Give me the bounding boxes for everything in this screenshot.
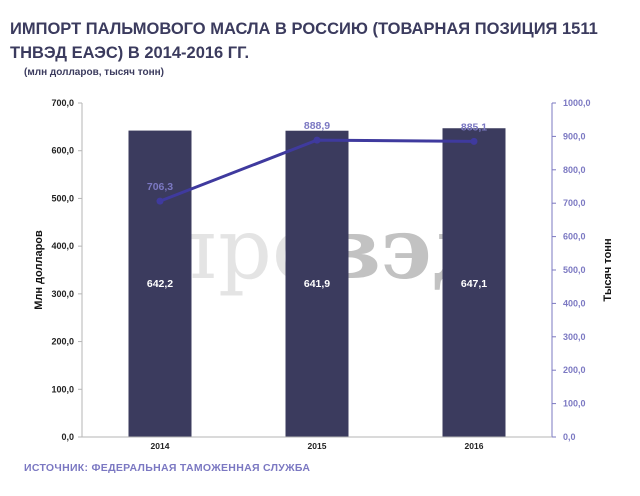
y-left-tick-label: 400,0: [51, 241, 74, 251]
y-axis-title-left: Млн долларов: [33, 230, 45, 310]
bar-value-label: 641,9: [304, 278, 330, 290]
line-point: [470, 137, 478, 145]
y-right-tick-label: 600,0: [563, 232, 586, 242]
y-right-tick-label: 1000,0: [563, 98, 591, 108]
y-right-tick-label: 400,0: [563, 298, 586, 308]
bar-2014: [128, 130, 192, 437]
y-left-tick-label: 200,0: [51, 337, 74, 347]
line-point: [156, 197, 164, 205]
chart-subtitle: (млн долларов, тысяч тонн): [24, 67, 164, 78]
source-note: ИСТОЧНИК: ФЕДЕРАЛЬНАЯ ТАМОЖЕННАЯ СЛУЖБА: [24, 462, 311, 474]
chart-title: ИМПОРТ ПАЛЬМОВОГО МАСЛА В РОССИЮ (ТОВАРН…: [10, 20, 598, 62]
bar-2015: [285, 130, 349, 438]
line-layer: 706,3 888,9 885,1: [147, 120, 487, 205]
y-left-tick-label: 500,0: [51, 193, 74, 203]
y-right-tick-label: 700,0: [563, 198, 586, 208]
line-value-label: 885,1: [461, 121, 487, 133]
bars-layer: 642,2 641,9 647,1: [128, 128, 506, 438]
y-left-tick-label: 700,0: [51, 98, 74, 108]
y-right-tick-label: 100,0: [563, 399, 586, 409]
x-tick-label: 2014: [151, 441, 170, 451]
y-left-tick-label: 300,0: [51, 289, 74, 299]
y-left-tick-label: 0,0: [61, 432, 74, 442]
x-tick-label: 2015: [308, 441, 327, 451]
y-left-tick-label: 100,0: [51, 384, 74, 394]
x-tick-label: 2016: [465, 441, 484, 451]
y-right-tick-label: 300,0: [563, 332, 586, 342]
y-right-tick-label: 200,0: [563, 365, 586, 375]
line-point: [313, 136, 321, 144]
axes-layer: 0,0 100,0 200,0 300,0 400,0 500,0 600,0 700,0 0,…: [33, 98, 614, 451]
bar-2016: [442, 128, 506, 438]
y-left-tick-label: 600,0: [51, 146, 74, 156]
line-value-label: 888,9: [304, 120, 330, 132]
y-right-tick-label: 0,0: [563, 432, 576, 442]
y-right-tick-label: 900,0: [563, 131, 586, 141]
bar-value-label: 647,1: [461, 278, 487, 290]
y-right-tick-label: 500,0: [563, 265, 586, 275]
y-right-tick-label: 800,0: [563, 165, 586, 175]
y-axis-title-right: Тысяч тонн: [602, 238, 614, 301]
line-value-label: 706,3: [147, 181, 173, 193]
bar-value-label: 642,2: [147, 278, 173, 290]
